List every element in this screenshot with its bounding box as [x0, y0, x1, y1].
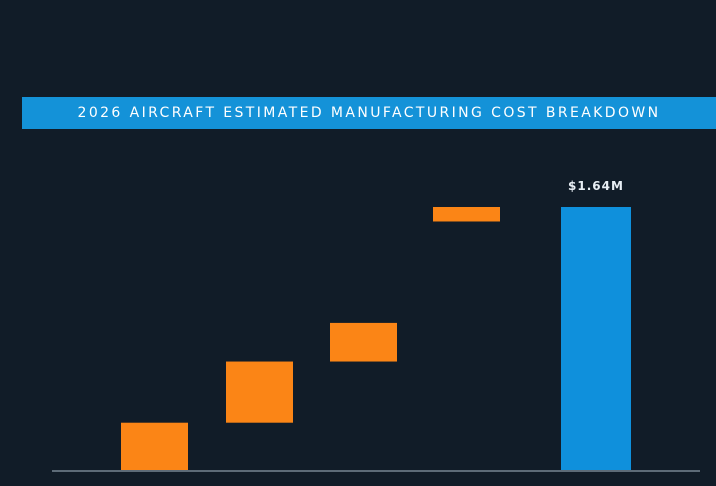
cost-bar-2 — [226, 361, 293, 423]
cost-bar-3 — [330, 322, 397, 362]
total-bar — [561, 207, 631, 471]
chart-title: 2026 AIRCRAFT ESTIMATED MANUFACTURING CO… — [77, 105, 661, 121]
chart-title-banner: 2026 AIRCRAFT ESTIMATED MANUFACTURING CO… — [22, 97, 716, 129]
cost-bar-4 — [433, 207, 500, 222]
total-value-label: $1.64M — [568, 179, 624, 193]
bar-group — [121, 207, 631, 471]
label-group: $1.64M — [568, 179, 624, 193]
cost-bar-1 — [121, 422, 188, 471]
